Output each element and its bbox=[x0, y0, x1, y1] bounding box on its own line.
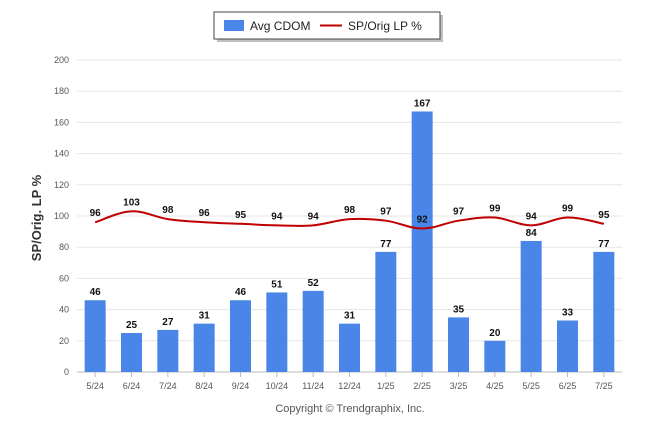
y-tick-label: 20 bbox=[59, 336, 69, 346]
x-tick-label: 4/25 bbox=[486, 381, 504, 391]
x-tick-label: 5/24 bbox=[86, 381, 104, 391]
line-value-label: 95 bbox=[598, 210, 610, 221]
x-tick-label: 3/25 bbox=[450, 381, 468, 391]
bar bbox=[193, 323, 215, 372]
x-tick-label: 7/25 bbox=[595, 381, 613, 391]
bar bbox=[411, 111, 433, 372]
y-tick-label: 0 bbox=[64, 367, 69, 377]
bar-value-label: 51 bbox=[271, 279, 283, 290]
line-value-label: 98 bbox=[344, 205, 356, 216]
bar bbox=[484, 340, 506, 372]
bar-value-label: 77 bbox=[598, 239, 610, 250]
legend-label-bar: Avg CDOM bbox=[250, 19, 310, 33]
x-tick-label: 7/24 bbox=[159, 381, 177, 391]
bar-series bbox=[84, 111, 615, 372]
line-series bbox=[94, 210, 605, 230]
x-tick-label: 10/24 bbox=[266, 381, 289, 391]
y-tick-label: 40 bbox=[59, 305, 69, 315]
bar-value-label: 167 bbox=[414, 98, 431, 109]
bar bbox=[448, 317, 469, 372]
x-tick-label: 9/24 bbox=[232, 381, 250, 391]
bar-value-label: 31 bbox=[199, 311, 211, 322]
bar bbox=[84, 300, 106, 372]
bar bbox=[121, 333, 142, 372]
line-value-label: 94 bbox=[308, 211, 320, 222]
x-tick-label: 8/24 bbox=[195, 381, 213, 391]
bar-data-labels: 46 25 27 31 46 51 52 31 77 167 35 20 84 33 77 bbox=[90, 98, 610, 338]
line-value-label: 96 bbox=[90, 208, 102, 219]
copyright-credit: Copyright © Trendgraphix, Inc. bbox=[275, 403, 424, 415]
y-tick-label: 60 bbox=[59, 273, 69, 283]
bar-value-label: 77 bbox=[380, 239, 392, 250]
bar bbox=[266, 292, 288, 372]
bar-value-label: 25 bbox=[126, 320, 138, 331]
bar-value-label: 20 bbox=[489, 328, 501, 339]
y-tick-label: 140 bbox=[54, 149, 69, 159]
bar bbox=[557, 320, 578, 372]
x-tick-label: 2/25 bbox=[413, 381, 431, 391]
y-axis-ticks: 0 20 40 60 80 100 120 140 160 180 200 bbox=[54, 55, 69, 377]
line-value-label: 95 bbox=[235, 210, 247, 221]
bar bbox=[339, 323, 360, 372]
bar bbox=[593, 251, 615, 372]
line-value-label: 99 bbox=[562, 204, 574, 215]
x-tick-label: 6/24 bbox=[123, 381, 141, 391]
bar-value-label: 27 bbox=[162, 317, 174, 328]
y-tick-label: 180 bbox=[54, 86, 69, 96]
line-value-label: 97 bbox=[453, 207, 465, 218]
x-tick-label: 1/25 bbox=[377, 381, 395, 391]
y-tick-label: 120 bbox=[54, 180, 69, 190]
legend-label-line: SP/Orig LP % bbox=[348, 19, 422, 33]
line-value-label: 97 bbox=[380, 207, 392, 218]
x-tick-label: 5/25 bbox=[522, 381, 540, 391]
line-value-label: 92 bbox=[417, 214, 429, 225]
bar-value-label: 46 bbox=[90, 287, 102, 298]
bar-value-label: 31 bbox=[344, 311, 356, 322]
line-value-label: 103 bbox=[123, 197, 140, 208]
line-data-labels: 96 103 98 96 95 94 94 98 97 92 97 99 94 99 95 bbox=[90, 197, 610, 225]
legend-swatch-bar bbox=[224, 20, 244, 31]
line-value-label: 94 bbox=[526, 211, 538, 222]
legend: Avg CDOM SP/Orig LP % bbox=[213, 11, 443, 42]
bar bbox=[157, 329, 179, 372]
y-tick-label: 80 bbox=[59, 242, 69, 252]
line-value-label: 99 bbox=[489, 204, 501, 215]
line-value-label: 96 bbox=[199, 208, 211, 219]
y-axis-title: SP/Orig. LP % bbox=[29, 174, 44, 261]
x-axis-ticks: 5/24 6/24 7/24 8/24 9/24 10/24 11/24 12/24 1/25 2… bbox=[86, 372, 613, 391]
bar-value-label: 33 bbox=[562, 308, 574, 319]
y-tick-label: 160 bbox=[54, 117, 69, 127]
bar-value-label: 84 bbox=[526, 228, 538, 239]
x-tick-label: 11/24 bbox=[302, 381, 324, 391]
line-value-label: 98 bbox=[162, 205, 174, 216]
bar bbox=[520, 240, 542, 372]
bar-value-label: 52 bbox=[308, 278, 320, 289]
x-tick-label: 12/24 bbox=[338, 381, 361, 391]
bar bbox=[375, 251, 397, 372]
y-tick-label: 100 bbox=[54, 211, 69, 221]
bar-value-label: 35 bbox=[453, 304, 465, 315]
bar-value-label: 46 bbox=[235, 287, 247, 298]
x-tick-label: 6/25 bbox=[559, 381, 577, 391]
line-value-label: 94 bbox=[271, 211, 283, 222]
bar bbox=[230, 300, 251, 372]
bar bbox=[302, 290, 324, 372]
y-tick-label: 200 bbox=[54, 55, 69, 65]
